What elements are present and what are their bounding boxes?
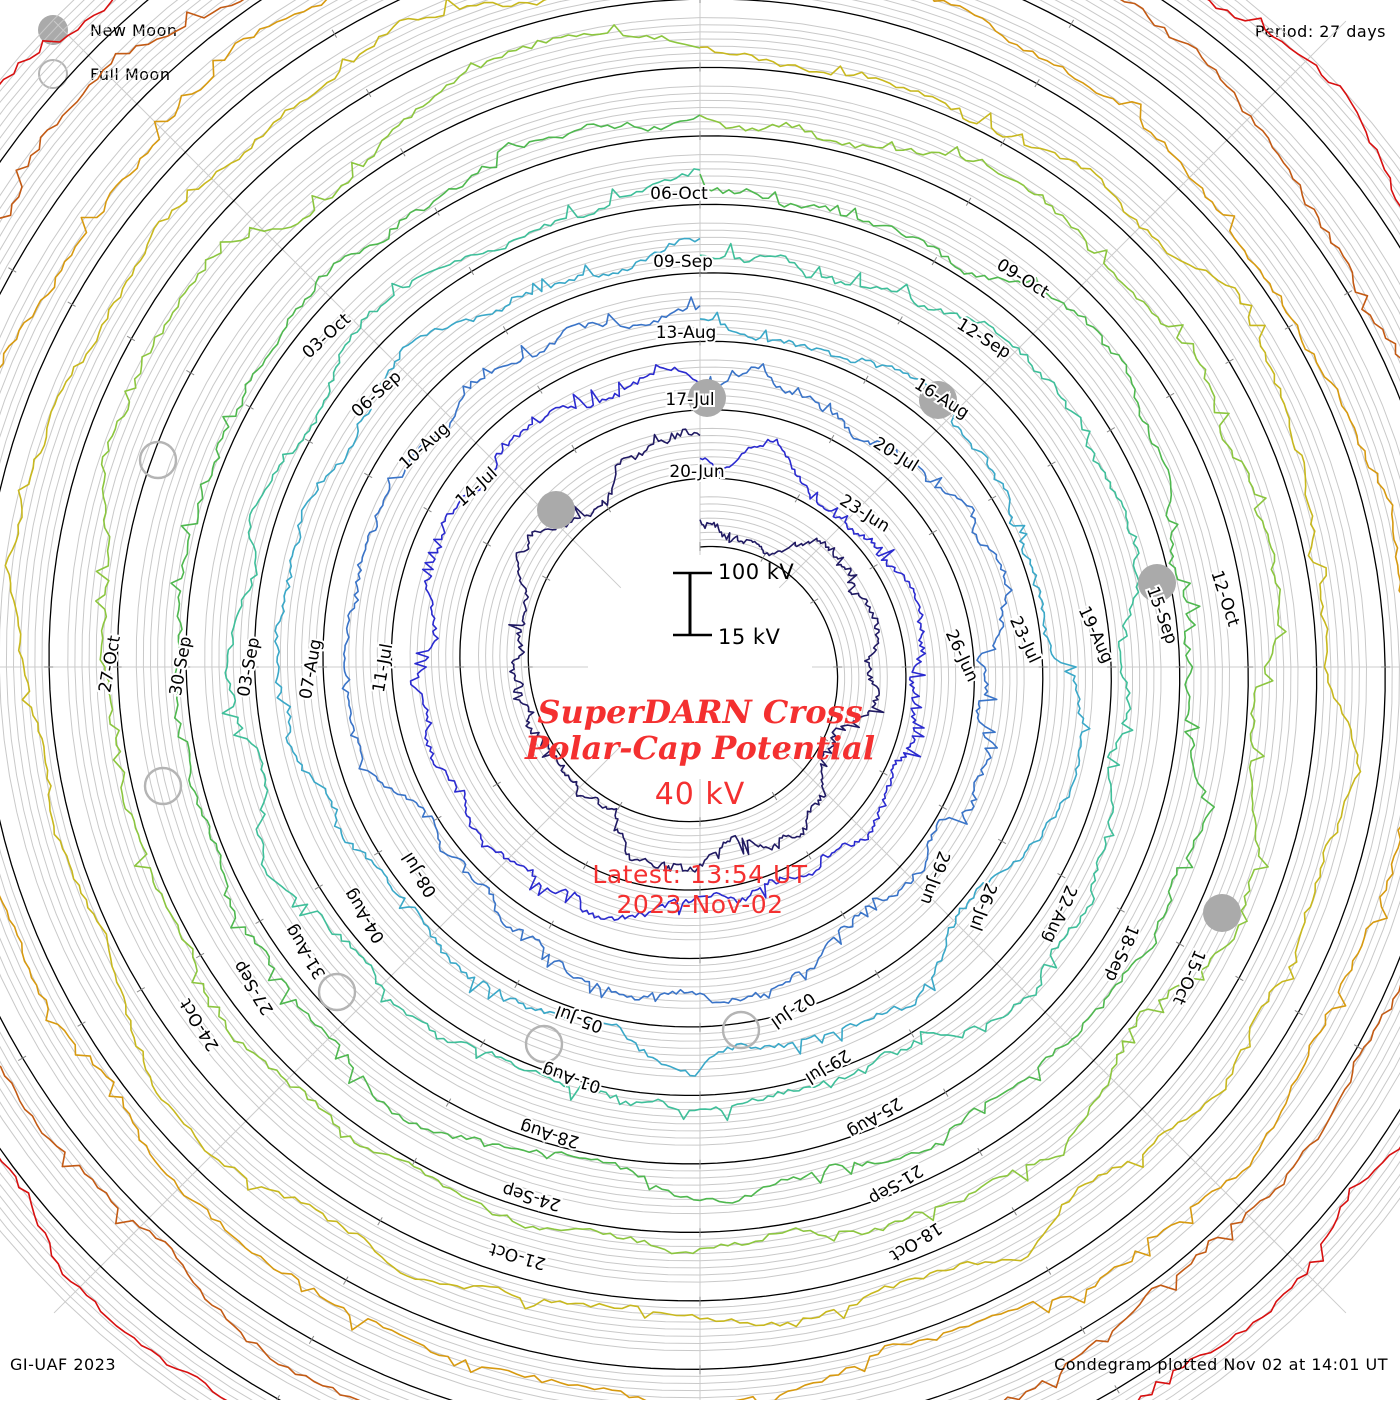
scale-bar (673, 571, 712, 637)
latest-block: Latest: 13:54 UT 2023-Nov-02 (0, 860, 1400, 920)
data-trace (95, 24, 1287, 1255)
date-label: 06-Sep (348, 367, 406, 422)
new-moon-marker (1138, 564, 1176, 602)
data-trace (170, 114, 1215, 1204)
center-annotation: SuperDARN Cross Polar-Cap Potential 40 k… (0, 693, 1400, 920)
chart-title-line2: Polar-Cap Potential (524, 728, 876, 767)
latest-date: 2023-Nov-02 (616, 889, 784, 919)
chart-title-line1: SuperDARN Cross (537, 693, 863, 731)
date-label: 20-Jun (669, 462, 724, 482)
full-moon-marker (317, 972, 357, 1012)
date-label-halo: 13-Aug (656, 323, 717, 343)
date-label: 06-Oct (650, 184, 708, 204)
full-moon-label: Full Moon (90, 64, 171, 84)
new-moon-marker (919, 381, 957, 419)
full-moon-marker (143, 766, 183, 806)
date-label: 13-Aug (656, 323, 717, 343)
data-trace (409, 364, 927, 921)
date-label: 07-Aug (296, 638, 326, 701)
moon-markers (138, 379, 1241, 1064)
date-label: 19-Aug (1074, 603, 1118, 666)
data-trace (508, 428, 885, 873)
plotted-timestamp-label: Condegram plotted Nov 02 at 14:01 UT (1054, 1355, 1388, 1374)
new-moon-label: New Moon (90, 20, 178, 40)
latest-time: Latest: 13:54 UT (592, 859, 808, 889)
date-label-halo: 20-Jun (669, 462, 724, 482)
date-label: 05-Jul (553, 1001, 606, 1037)
credit-label: GI-UAF 2023 (10, 1355, 117, 1374)
full-moon-marker (721, 1010, 761, 1050)
new-moon-marker (537, 491, 575, 529)
date-label: 01-Aug (540, 1059, 604, 1097)
date-label: 27-Oct (95, 634, 125, 695)
date-label: 28-Aug (518, 1116, 582, 1152)
date-label-halo: 17-Jul (665, 390, 714, 410)
date-label: 02-Jul (767, 988, 819, 1033)
data-trace (274, 237, 1091, 1077)
date-label-halo: 09-Sep (653, 252, 713, 272)
chart-title: SuperDARN Cross Polar-Cap Potential (0, 693, 1400, 767)
scale-top-label: 100 kV (718, 560, 795, 584)
data-trace (4, 0, 1362, 1328)
date-label: 21-Oct (487, 1238, 548, 1273)
date-label-halo: 06-Oct (650, 184, 708, 204)
date-label: 30-Sep (166, 635, 196, 697)
data-trace (341, 296, 1013, 1004)
scale-bottom-label: 15 kV (718, 625, 781, 649)
date-label: 03-Oct (299, 309, 355, 363)
period-label: Period: 27 days (1254, 22, 1386, 41)
full-moon-marker (138, 440, 178, 480)
data-trace (221, 168, 1140, 1122)
current-value: 40 kV (654, 776, 746, 812)
new-moon-marker (688, 379, 726, 417)
date-label: 09-Sep (653, 252, 713, 272)
date-label: 24-Oct (176, 995, 224, 1055)
full-moon-marker (524, 1024, 564, 1064)
new-moon-marker (1203, 894, 1241, 932)
date-label: 26-Jun (941, 627, 982, 686)
date-label: 17-Jul (665, 390, 714, 410)
